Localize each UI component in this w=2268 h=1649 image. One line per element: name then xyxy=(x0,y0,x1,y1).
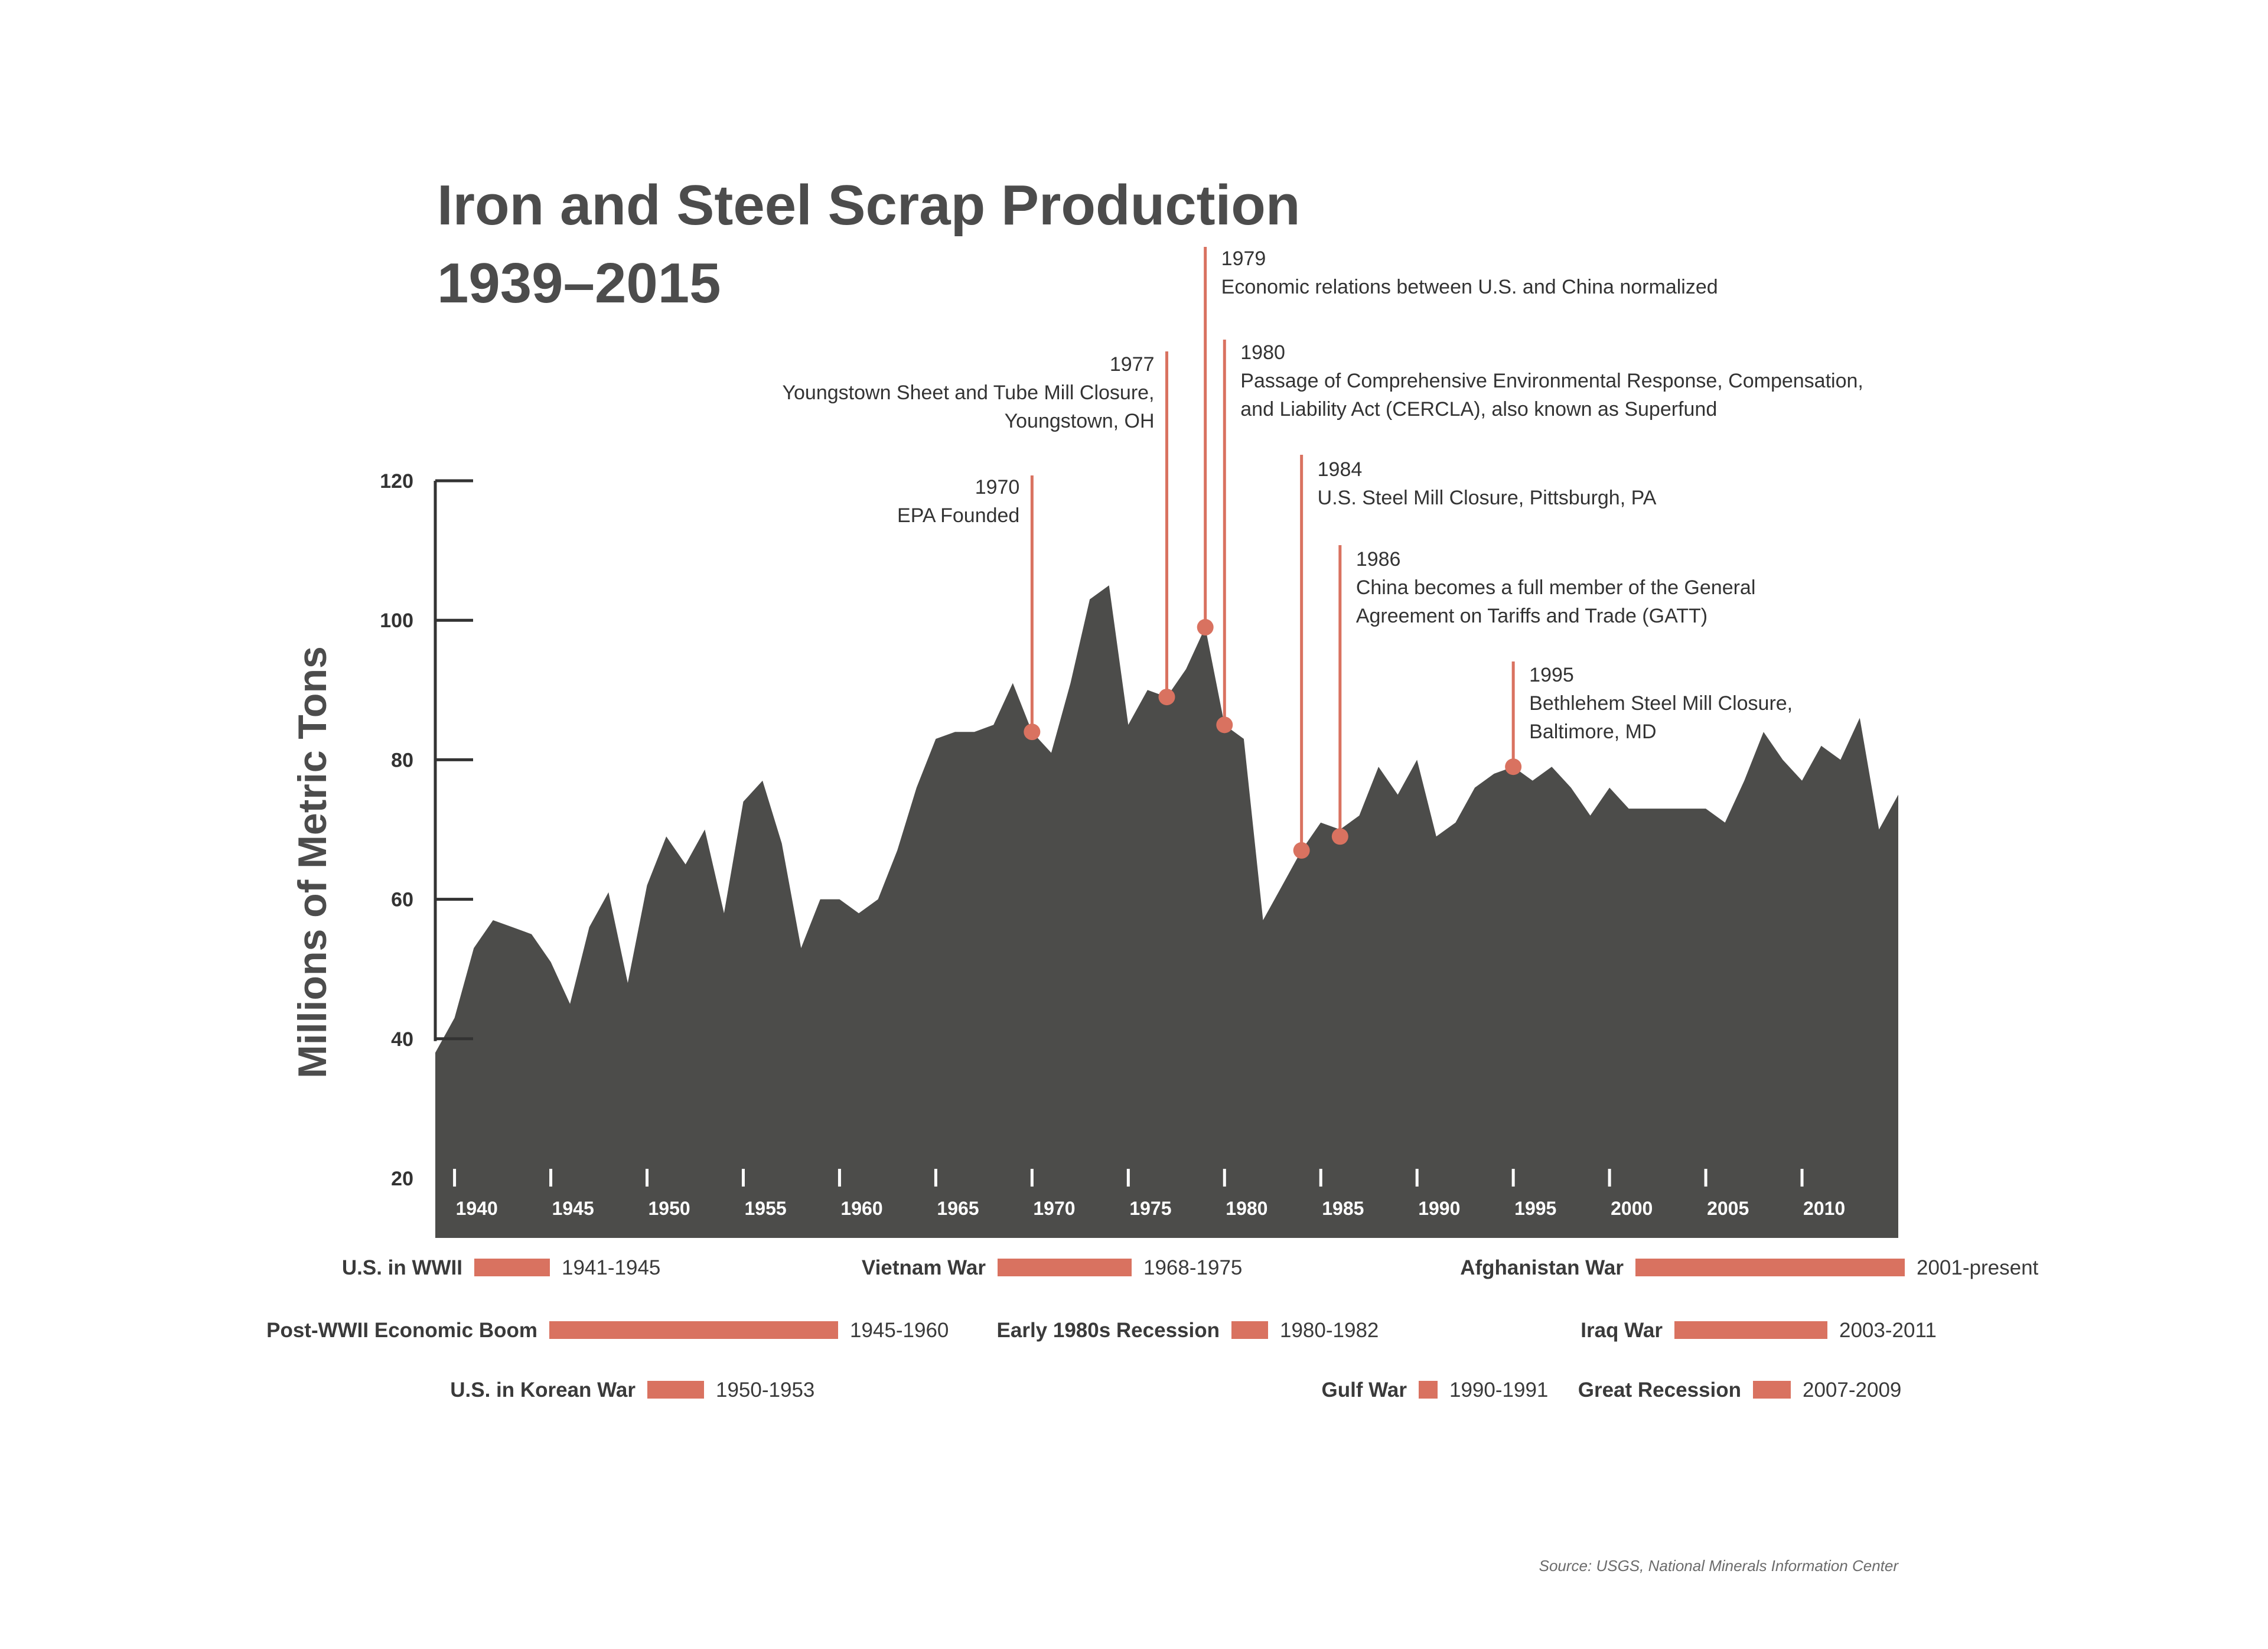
annotation-line-text: Economic relations between U.S. and Chin… xyxy=(1221,276,1718,298)
y-tick-label-120: 120 xyxy=(380,470,413,493)
annotation-dot-1986 xyxy=(1331,828,1348,845)
period-bar xyxy=(1231,1321,1268,1339)
annotation-line-text: Baltimore, MD xyxy=(1529,721,1656,743)
y-axis-label: Millions of Metric Tons xyxy=(290,646,335,1078)
x-axis: 1940 1945 1950 1955 1960 1965 1970 1975 1980 1985… xyxy=(453,1169,1845,1219)
x-tick-label-1960: 1960 xyxy=(840,1198,882,1219)
annotation-line-text: U.S. Steel Mill Closure, Pittsburgh, PA xyxy=(1318,487,1657,509)
annotation-line-text: EPA Founded xyxy=(897,504,1019,527)
period-bar xyxy=(1753,1381,1791,1399)
x-tick-label-2010: 2010 xyxy=(1803,1198,1845,1219)
y-axis: 20 40 60 80 100 120 xyxy=(380,470,473,1190)
period-label: Gulf War xyxy=(1321,1378,1407,1402)
production-area xyxy=(435,585,1898,1238)
x-tick-label-1950: 1950 xyxy=(649,1198,690,1219)
x-tick-label-1990: 1990 xyxy=(1418,1198,1460,1219)
annotation-dot-1979 xyxy=(1197,619,1214,636)
x-tick-label-1995: 1995 xyxy=(1514,1198,1556,1219)
annotation-line-text: 1980 xyxy=(1240,341,1285,364)
x-tick-label-1945: 1945 xyxy=(552,1198,594,1219)
period-range: 2007-2009 xyxy=(1803,1378,1901,1402)
y-tick-label-100: 100 xyxy=(380,610,413,632)
annotations: 1970 EPA Founded 1977 Youngstown Sheet and … xyxy=(782,247,1863,859)
historical-periods: U.S. in WWII 1941-1945 Post-WWII Economic … xyxy=(266,1256,2038,1402)
x-tick-label-1965: 1965 xyxy=(937,1198,979,1219)
period-range: 1941-1945 xyxy=(562,1256,660,1279)
period-bar xyxy=(1419,1381,1438,1399)
period-range: 1968-1975 xyxy=(1143,1256,1242,1279)
period-bar xyxy=(1674,1321,1827,1339)
annotation-line-text: Passage of Comprehensive Environmental R… xyxy=(1240,370,1863,392)
x-tick-label-1980: 1980 xyxy=(1226,1198,1267,1219)
chart-title: Iron and Steel Scrap Production xyxy=(437,174,1301,237)
period-bar xyxy=(998,1259,1132,1276)
annotation-dot-1980 xyxy=(1216,716,1233,734)
period-range: 1980-1982 xyxy=(1280,1319,1379,1342)
x-tick-label-1955: 1955 xyxy=(744,1198,786,1219)
period-range: 1990-1991 xyxy=(1449,1378,1548,1402)
x-tick-label-1940: 1940 xyxy=(456,1198,498,1219)
period-range: 1945-1960 xyxy=(850,1319,949,1342)
y-tick-label-60: 60 xyxy=(391,889,413,911)
period-bar xyxy=(549,1321,838,1339)
annotation-line-text: 1977 xyxy=(1110,353,1155,376)
source-note: Source: USGS, National Minerals Informat… xyxy=(1539,1557,1899,1575)
period-range: 2001-present xyxy=(1917,1256,2039,1279)
annotation-line-text: Agreement on Tariffs and Trade (GATT) xyxy=(1356,605,1707,627)
annotation-dot-1984 xyxy=(1293,842,1310,859)
period-label: Post-WWII Economic Boom xyxy=(266,1319,537,1342)
x-tick-label-2000: 2000 xyxy=(1611,1198,1653,1219)
annotation-dot-1977 xyxy=(1158,689,1175,706)
annotation-line-text: 1986 xyxy=(1356,548,1401,571)
annotation-line-text: 1984 xyxy=(1318,458,1363,481)
annotation-text-1970: 1970 EPA Founded xyxy=(897,476,1019,527)
annotation-text-1995: 1995 Bethlehem Steel Mill Closure, Baltimo… xyxy=(1529,664,1793,743)
annotation-line-text: Youngstown, OH xyxy=(1005,410,1155,432)
y-tick-label-20: 20 xyxy=(391,1168,413,1190)
x-tick-label-2005: 2005 xyxy=(1707,1198,1749,1219)
period-label: U.S. in Korean War xyxy=(450,1378,636,1402)
period-range: 2003-2011 xyxy=(1839,1319,1937,1342)
x-tick-label-1970: 1970 xyxy=(1033,1198,1075,1219)
period-label: U.S. in WWII xyxy=(342,1256,462,1279)
period-label: Vietnam War xyxy=(862,1256,986,1279)
annotation-text-1979: 1979 Economic relations between U.S. and … xyxy=(1221,247,1718,298)
annotation-line-text: Bethlehem Steel Mill Closure, xyxy=(1529,692,1793,715)
x-tick-label-1975: 1975 xyxy=(1129,1198,1171,1219)
annotation-text-1977: 1977 Youngstown Sheet and Tube Mill Closu… xyxy=(782,353,1154,432)
x-tick-label-1985: 1985 xyxy=(1322,1198,1364,1219)
annotation-line-text: China becomes a full member of the Gener… xyxy=(1356,576,1756,599)
period-label: Iraq War xyxy=(1581,1319,1663,1342)
annotation-text-1986: 1986 China becomes a full member of the G… xyxy=(1356,548,1756,627)
annotation-line-text: 1970 xyxy=(975,476,1020,498)
annotation-dot-1970 xyxy=(1024,724,1041,741)
y-tick-label-80: 80 xyxy=(391,749,413,771)
chart-subtitle: 1939–2015 xyxy=(437,252,721,315)
period-bar xyxy=(647,1381,704,1399)
y-tick-label-40: 40 xyxy=(391,1028,413,1051)
annotation-text-1980: 1980 Passage of Comprehensive Environment… xyxy=(1240,341,1863,421)
period-label: Early 1980s Recession xyxy=(997,1319,1220,1342)
period-label: Great Recession xyxy=(1578,1378,1741,1402)
annotation-dot-1995 xyxy=(1505,758,1522,775)
period-bar xyxy=(1635,1259,1905,1276)
annotation-line-text: Youngstown Sheet and Tube Mill Closure, xyxy=(782,382,1154,404)
period-range: 1950-1953 xyxy=(716,1378,814,1402)
annotation-line-text: 1995 xyxy=(1529,664,1574,686)
annotation-line-text: 1979 xyxy=(1221,247,1266,270)
annotation-text-1984: 1984 U.S. Steel Mill Closure, Pittsburgh,… xyxy=(1318,458,1657,509)
period-bar xyxy=(474,1259,550,1276)
annotation-line-text: and Liability Act (CERCLA), also known a… xyxy=(1240,398,1717,421)
area-layer xyxy=(435,585,1898,1238)
period-label: Afghanistan War xyxy=(1460,1256,1624,1279)
